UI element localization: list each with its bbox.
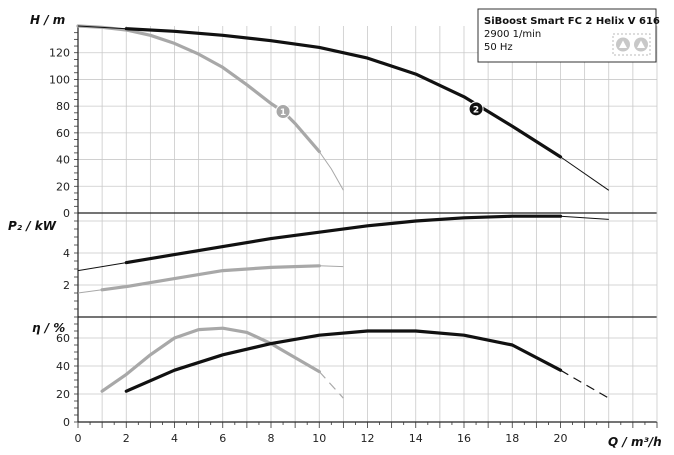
eta-axis-label: η / % <box>32 321 65 335</box>
curve-2 <box>124 27 563 159</box>
curve-1-thin <box>318 151 344 191</box>
curve-1-dashed <box>318 371 344 399</box>
curve-2 <box>124 214 563 265</box>
y-tick-label: 20 <box>56 388 70 401</box>
grid-lines <box>78 26 657 422</box>
y-tick-label: 40 <box>56 154 70 167</box>
curve-1 <box>100 326 321 393</box>
x-tick-label: 10 <box>312 432 326 445</box>
legend-speed: 2900 1/min <box>484 29 541 40</box>
legend-box: SiBoost Smart FC 2 Helix V 616 2900 1/mi… <box>477 8 660 63</box>
y-tick-label: 0 <box>63 207 70 220</box>
y-tick-label: 2 <box>63 279 70 292</box>
curve-2-thin <box>560 156 610 191</box>
y-tick-label: 4 <box>63 247 70 260</box>
curve-marker-label: 1 <box>280 108 286 118</box>
curve-marker-1 <box>275 103 291 119</box>
x-tick-label: 4 <box>171 432 178 445</box>
x-tick-label: 20 <box>554 432 568 445</box>
curve-marker-2 <box>468 101 484 117</box>
curve-marker-label: 2 <box>473 105 479 115</box>
x-tick-label: 12 <box>361 432 375 445</box>
curve-2-thin <box>77 262 127 272</box>
legend-title: SiBoost Smart FC 2 Helix V 616 <box>484 16 660 27</box>
x-tick-label: 0 <box>75 432 82 445</box>
y-tick-label: 20 <box>56 180 70 193</box>
curve-2 <box>124 329 563 393</box>
p2-axis-label: P₂ / kW <box>8 219 57 233</box>
curve-1-thin <box>319 265 344 268</box>
legend-frequency: 50 Hz <box>484 42 513 53</box>
curve-2-dashed <box>560 369 610 399</box>
y-tick-label: 60 <box>56 332 70 345</box>
x-tick-label: 14 <box>409 432 423 445</box>
x-tick-label: 18 <box>505 432 519 445</box>
x-tick-label: 8 <box>268 432 275 445</box>
curve-2-thin <box>77 25 127 30</box>
y-tick-label: 80 <box>56 100 70 113</box>
x-tick-label: 2 <box>123 432 130 445</box>
y-tick-label: 120 <box>49 47 70 60</box>
h-axis-label: H / m <box>30 13 65 27</box>
x-tick-label: 16 <box>457 432 471 445</box>
x-tick-label: 6 <box>219 432 226 445</box>
curve-1 <box>100 264 321 292</box>
q-axis-label: Q / m³/h <box>608 435 662 449</box>
y-tick-label: 60 <box>56 127 70 140</box>
y-tick-label: 40 <box>56 360 70 373</box>
pump-symbol-icon <box>612 33 651 56</box>
y-tick-label: 100 <box>49 73 70 86</box>
y-tick-label: 0 <box>63 416 70 429</box>
curve-1-thin <box>77 289 103 294</box>
curve-2-thin <box>560 215 609 220</box>
